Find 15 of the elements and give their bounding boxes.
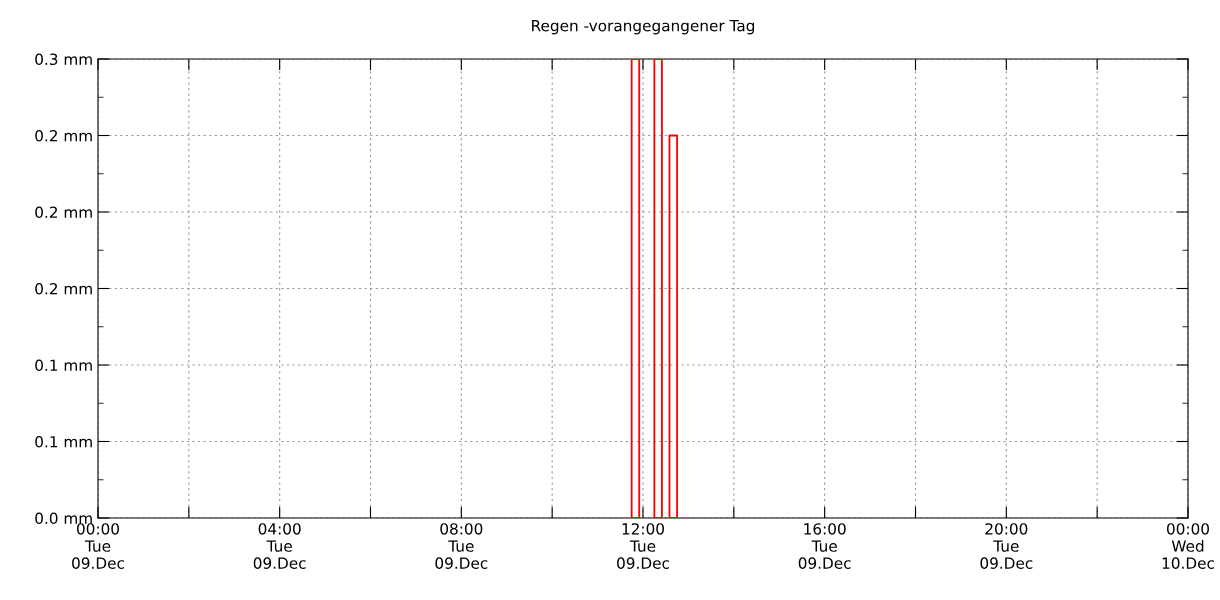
- x-tick-label: 12:00 Tue 09.Dec: [617, 523, 669, 569]
- chart-title: Regen -vorangegangener Tag: [532, 20, 755, 35]
- y-tick-label: 0.2 mm: [35, 206, 92, 219]
- y-tick-label: 0.3 mm: [35, 53, 92, 66]
- x-tick-label: 00:00 Wed 10.Dec: [1162, 523, 1214, 569]
- y-tick-label: 0.1 mm: [35, 359, 92, 372]
- x-tick-label: 20:00 Tue 09.Dec: [980, 523, 1033, 569]
- y-tick-label: 0.0 mm: [35, 512, 92, 525]
- y-tick-label: 0.2 mm: [35, 129, 92, 142]
- x-tick-label: 04:00 Tue 09.Dec: [253, 523, 306, 569]
- x-tick-label: 08:00 Tue 09.Dec: [435, 523, 488, 569]
- x-tick-label: 00:00 Tue 09.Dec: [72, 523, 124, 569]
- x-tick-label: 16:00 Tue 09.Dec: [798, 523, 851, 569]
- y-tick-label: 0.1 mm: [35, 435, 92, 448]
- y-tick-label: 0.2 mm: [35, 282, 92, 295]
